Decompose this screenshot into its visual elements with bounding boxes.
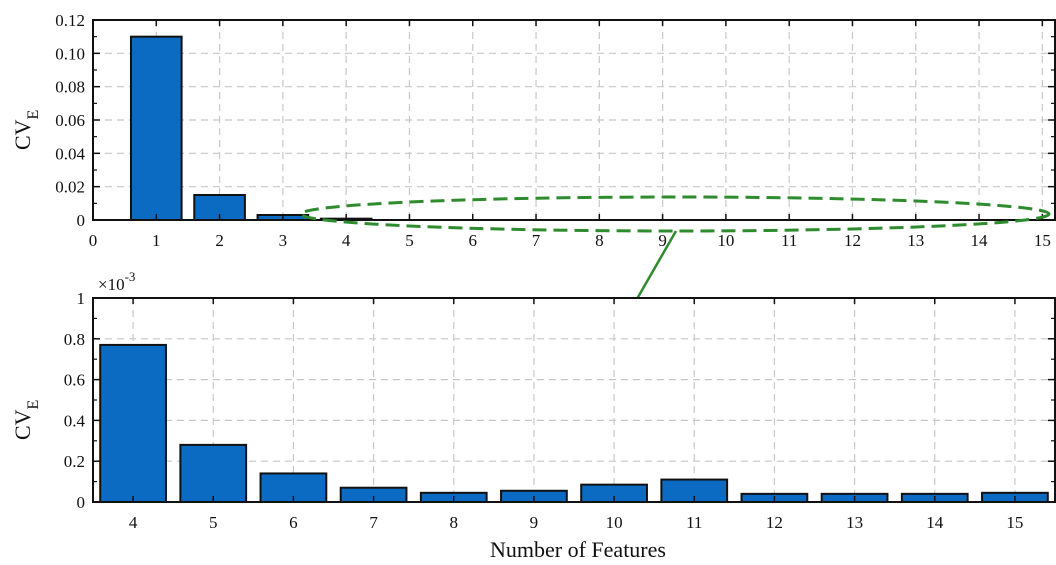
top-panel: 0 1 2 3 4 5 6 7 8 9 10 11 12 13 14 15 00.020.040.060.08… — [10, 11, 1056, 250]
top-axes-box — [92, 19, 1056, 221]
bottom-x-tick-label: 14 — [926, 513, 944, 532]
bottom-x-tick-label: 11 — [686, 513, 702, 532]
bottom-y-tick-label: 0.6 — [64, 371, 85, 390]
top-y-tick-label: 0.06 — [55, 111, 85, 130]
top-y-tick-label: 0 — [77, 211, 86, 230]
bottom-x-tick-label: 8 — [450, 513, 459, 532]
bottom-x-tick-label: 15 — [1006, 513, 1023, 532]
bottom-y-tick-label: 0.4 — [64, 411, 86, 430]
bottom-x-tick-label: 5 — [209, 513, 218, 532]
bottom-x-tick-labels: 4 5 6 7 8 9 10 11 12 13 14 15 — [129, 513, 1024, 532]
bottom-x-tick-label: 10 — [606, 513, 623, 532]
x-axis-label: Number of Features — [490, 537, 666, 562]
top-x-tick-label: 0 — [89, 231, 98, 250]
top-x-tick-label: 4 — [342, 231, 351, 250]
top-x-tick-label: 15 — [1034, 231, 1051, 250]
bottom-x-tick-label: 4 — [129, 513, 138, 532]
top-x-tick-label: 7 — [532, 231, 541, 250]
bottom-y-tick-label: 0 — [77, 493, 86, 512]
top-x-tick-label: 6 — [468, 231, 477, 250]
top-y-tick-label: 0.02 — [55, 178, 85, 197]
top-x-tick-label: 5 — [405, 231, 414, 250]
top-x-tick-label: 3 — [279, 231, 288, 250]
bottom-y-tick-label: 1 — [77, 289, 86, 308]
top-x-tick-label: 10 — [717, 231, 734, 250]
top-x-tick-label: 12 — [844, 231, 861, 250]
bottom-x-tick-label: 6 — [289, 513, 298, 532]
bottom-x-tick-label: 9 — [530, 513, 539, 532]
top-y-tick-labels: 0 0.02 0.04 0.06 0.08 0.10 0.12 — [55, 11, 85, 230]
top-x-tick-labels: 0 1 2 3 4 5 6 7 8 9 10 11 12 13 14 15 — [89, 231, 1051, 250]
top-x-tick-label: 11 — [781, 231, 797, 250]
bottom-plot-area — [93, 298, 1055, 502]
top-x-tick-label: 9 — [658, 231, 667, 250]
top-y-tick-label: 0.12 — [55, 11, 85, 30]
top-grid — [93, 20, 1055, 220]
top-bar — [129, 35, 183, 221]
top-x-tick-label: 13 — [907, 231, 924, 250]
bottom-bars — [99, 343, 1049, 504]
top-y-tick-label: 0.08 — [55, 78, 85, 97]
top-y-tick-label: 0.10 — [55, 44, 85, 63]
top-y-tick-label: 0.04 — [55, 144, 85, 163]
top-x-tick-label: 14 — [971, 231, 989, 250]
bottom-x-tick-label: 7 — [369, 513, 378, 532]
bottom-y-tick-labels: 0 0.2 0.4 0.6 0.8 1 — [64, 289, 86, 512]
y-scale-multiplier: ×10-3 — [98, 269, 135, 294]
bottom-panel: 4 5 6 7 8 9 10 11 12 13 14 15 00.20.40.60.81 ×10-3 … — [10, 269, 1056, 562]
bottom-axes-box — [92, 297, 1056, 503]
bottom-x-tick-label: 12 — [766, 513, 783, 532]
top-x-tick-label: 8 — [595, 231, 604, 250]
top-x-tick-label: 1 — [152, 231, 161, 250]
bottom-y-tick-label: 0.8 — [64, 330, 85, 349]
bottom-x-tick-label: 13 — [846, 513, 863, 532]
highlight-ellipse — [299, 195, 1051, 233]
bottom-y-axis-label: CVE — [10, 400, 42, 440]
bottom-y-tick-label: 0.2 — [64, 452, 85, 471]
top-y-axis-label: CVE — [10, 110, 42, 150]
bottom-grid — [93, 298, 1055, 502]
bottom-bar — [179, 443, 248, 504]
bottom-bar — [99, 343, 167, 504]
top-x-tick-label: 2 — [215, 231, 224, 250]
